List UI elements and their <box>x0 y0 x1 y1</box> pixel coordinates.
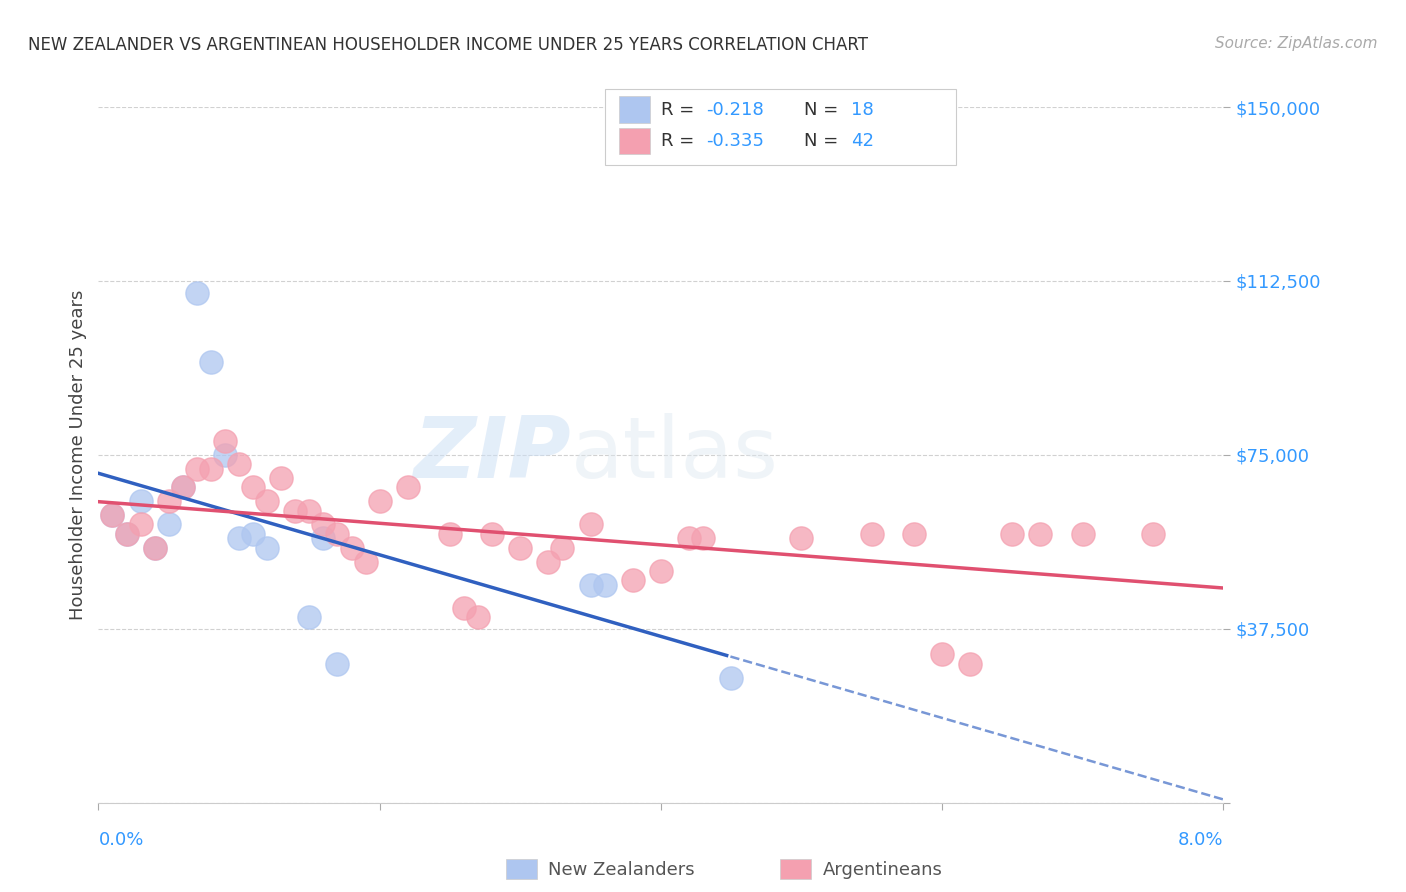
Y-axis label: Householder Income Under 25 years: Householder Income Under 25 years <box>69 290 87 620</box>
Point <box>931 648 953 662</box>
Point <box>903 526 925 541</box>
Point <box>101 508 124 523</box>
Point <box>509 541 531 555</box>
Text: 8.0%: 8.0% <box>1178 830 1223 848</box>
Point <box>959 657 981 671</box>
Text: 0.0%: 0.0% <box>98 830 143 848</box>
Text: -0.218: -0.218 <box>706 101 763 119</box>
Text: 42: 42 <box>851 132 873 150</box>
Point <box>537 555 560 569</box>
Point <box>214 434 236 448</box>
Point <box>200 462 222 476</box>
Point <box>172 480 194 494</box>
Point <box>860 526 883 541</box>
Point <box>115 526 138 541</box>
Point <box>692 532 714 546</box>
Point <box>256 494 278 508</box>
Point <box>256 541 278 555</box>
Point <box>312 517 335 532</box>
Point <box>453 601 475 615</box>
Point <box>439 526 461 541</box>
Point <box>157 494 180 508</box>
Point <box>1029 526 1052 541</box>
Point <box>228 457 250 471</box>
Text: New Zealanders: New Zealanders <box>548 861 695 879</box>
Point <box>242 480 264 494</box>
Point <box>720 671 742 685</box>
Point <box>650 564 672 578</box>
Point <box>354 555 377 569</box>
Point <box>1142 526 1164 541</box>
Text: N =: N = <box>804 101 844 119</box>
Point <box>157 517 180 532</box>
Text: Source: ZipAtlas.com: Source: ZipAtlas.com <box>1215 36 1378 51</box>
Point <box>298 610 321 624</box>
Point <box>481 526 503 541</box>
Point <box>1071 526 1094 541</box>
Point <box>270 471 292 485</box>
Point <box>326 657 349 671</box>
Point <box>312 532 335 546</box>
Text: ZIP: ZIP <box>413 413 571 497</box>
Point <box>115 526 138 541</box>
Point <box>200 355 222 369</box>
Point <box>340 541 363 555</box>
Point <box>143 541 166 555</box>
Point <box>214 448 236 462</box>
Point <box>143 541 166 555</box>
Point <box>396 480 419 494</box>
Text: atlas: atlas <box>571 413 779 497</box>
Point <box>228 532 250 546</box>
Point <box>242 526 264 541</box>
Text: 18: 18 <box>851 101 873 119</box>
Point <box>284 503 307 517</box>
Point <box>129 517 152 532</box>
Text: Argentineans: Argentineans <box>823 861 942 879</box>
Point <box>593 578 616 592</box>
Point <box>172 480 194 494</box>
Text: R =: R = <box>661 101 700 119</box>
Point <box>621 573 644 587</box>
Point <box>579 517 602 532</box>
Point <box>551 541 574 555</box>
Point <box>368 494 391 508</box>
Point <box>790 532 813 546</box>
Text: -0.335: -0.335 <box>706 132 763 150</box>
Point <box>1001 526 1024 541</box>
Text: NEW ZEALANDER VS ARGENTINEAN HOUSEHOLDER INCOME UNDER 25 YEARS CORRELATION CHART: NEW ZEALANDER VS ARGENTINEAN HOUSEHOLDER… <box>28 36 868 54</box>
Point <box>186 285 208 300</box>
Point <box>579 578 602 592</box>
Text: N =: N = <box>804 132 844 150</box>
Point <box>326 526 349 541</box>
Point <box>186 462 208 476</box>
Text: R =: R = <box>661 132 700 150</box>
Point <box>467 610 489 624</box>
Point <box>129 494 152 508</box>
Point <box>298 503 321 517</box>
Point <box>678 532 700 546</box>
Point <box>101 508 124 523</box>
